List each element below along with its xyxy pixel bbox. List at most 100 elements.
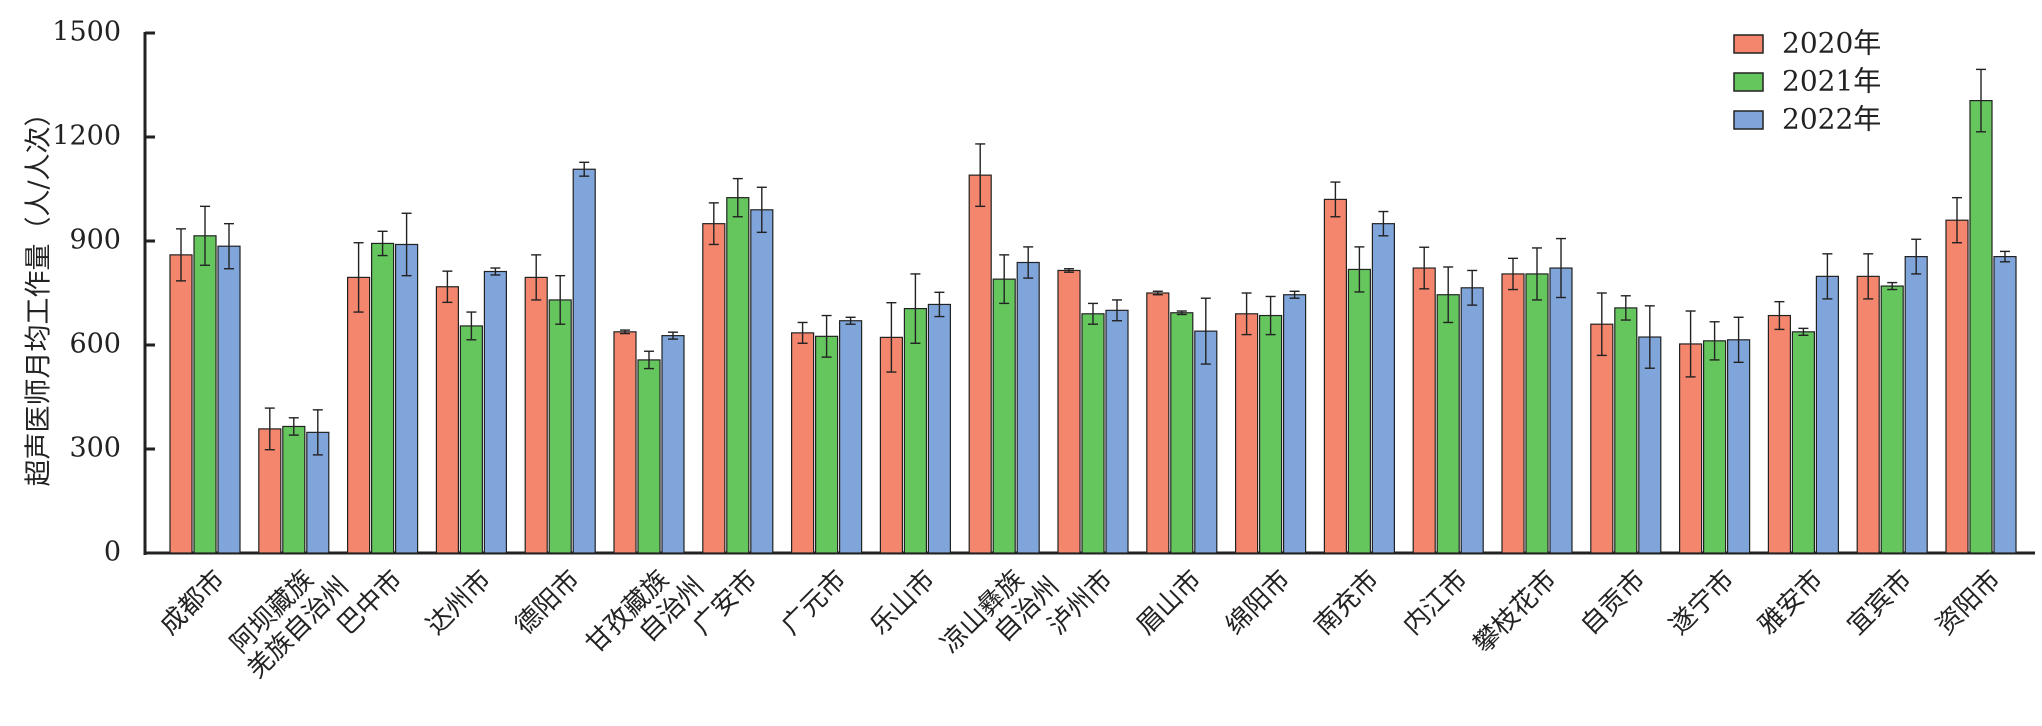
bar-2022年 [1904, 256, 1928, 554]
bar-2021年 [459, 325, 483, 554]
bar-2020年 [968, 174, 992, 554]
x-tick-label-line: 广元市 [776, 565, 852, 641]
x-tick-label-line: 攀枝花市 [1468, 565, 1563, 660]
legend-label: 2020年 [1782, 27, 1881, 60]
bar-2020年 [524, 276, 548, 554]
bar-2020年 [169, 254, 193, 554]
bar-2022年 [217, 245, 241, 554]
bar-2020年 [1856, 275, 1880, 554]
bar-2021年 [903, 308, 928, 554]
x-tick-label: 广元市 [776, 565, 852, 641]
bar-2022年 [1726, 339, 1751, 554]
bar-2021年 [1436, 294, 1460, 554]
bar-2020年 [1323, 198, 1348, 554]
bar-2022年 [1105, 309, 1129, 554]
x-tick-label-line: 达州市 [421, 565, 497, 641]
legend-swatch [1733, 34, 1764, 54]
x-tick-label-line: 眉山市 [1131, 565, 1207, 641]
bar-2020年 [1501, 273, 1525, 554]
bar-2020年 [1590, 323, 1614, 554]
bar-2021年 [1525, 273, 1549, 554]
bar-2021年 [814, 335, 839, 554]
x-tick-label-line: 德阳市 [510, 565, 586, 641]
bar-2021年 [1347, 268, 1372, 554]
bar-2021年 [371, 242, 395, 554]
x-tick-label: 遂宁市 [1664, 565, 1740, 641]
y-tick-label: 300 [69, 433, 121, 464]
bar-2022年 [572, 168, 596, 554]
bar-2021年 [1170, 312, 1194, 554]
x-tick-label-line: 绵阳市 [1220, 565, 1296, 641]
bar-2020年 [435, 286, 459, 554]
x-tick-label: 宜宾市 [1842, 565, 1918, 641]
legend-label: 2021年 [1782, 65, 1881, 98]
x-tick-label: 内江市 [1398, 565, 1474, 641]
bar-2021年 [1880, 285, 1904, 554]
bar-2021年 [1969, 99, 1993, 554]
bar-2022年 [395, 243, 419, 554]
y-axis-title: 超声医师月均工作量（人/人次） [24, 99, 55, 486]
x-tick-label-line: 遂宁市 [1664, 565, 1740, 641]
bar-2021年 [1614, 307, 1638, 554]
x-tick-label-line: 资阳市 [1930, 565, 2006, 641]
bar-2021年 [726, 197, 750, 554]
x-tick-label-line: 南充市 [1309, 565, 1385, 641]
legend-swatch [1733, 72, 1764, 92]
bar-2020年 [613, 331, 637, 554]
bar-2022年 [927, 303, 952, 554]
bar-2020年 [1945, 219, 1969, 554]
bar-2020年 [1767, 314, 1792, 554]
y-tick-label: 600 [69, 329, 121, 360]
x-tick-label: 成都市 [154, 565, 230, 641]
bar-2022年 [1371, 223, 1396, 554]
bar-2020年 [1234, 313, 1259, 554]
bar-2022年 [1993, 256, 2017, 554]
x-tick-label: 雅安市 [1753, 565, 1829, 641]
bar-2022年 [661, 335, 685, 554]
x-tick-label: 自贡市 [1575, 565, 1651, 641]
x-tick-label: 达州市 [421, 565, 497, 641]
x-tick-label: 南充市 [1309, 565, 1385, 641]
bar-2020年 [1412, 267, 1436, 554]
x-tick-label: 绵阳市 [1220, 565, 1296, 641]
legend: 2020年 2021年 2022年 [1733, 27, 1881, 136]
bar-2020年 [790, 332, 815, 554]
y-tick-label: 900 [69, 225, 121, 256]
x-tick-label-line: 自贡市 [1575, 565, 1651, 641]
bar-2020年 [1057, 269, 1081, 554]
x-tick-label-line: 成都市 [154, 565, 230, 641]
bar-2022年 [1549, 267, 1573, 554]
bar-2021年 [282, 425, 306, 554]
bar-2021年 [1258, 314, 1283, 554]
x-tick-label-line: 宜宾市 [1842, 565, 1918, 641]
bar-2022年 [838, 320, 863, 554]
legend-swatch [1733, 110, 1764, 130]
legend-label: 2022年 [1782, 103, 1881, 136]
bar-2022年 [1282, 294, 1307, 554]
bar-2022年 [1815, 275, 1840, 554]
x-tick-label: 德阳市 [510, 565, 586, 641]
bar-2022年 [750, 209, 774, 554]
x-tick-label: 资阳市 [1930, 565, 2006, 641]
bar-2022年 [1460, 287, 1484, 554]
y-tick-label: 1500 [52, 17, 121, 48]
x-tick-label: 乐山市 [865, 565, 941, 641]
bar-2021年 [637, 359, 661, 554]
bar-2022年 [1638, 336, 1662, 554]
bars [169, 68, 2017, 554]
bar-2022年 [483, 270, 507, 554]
x-tick-label-line: 乐山市 [865, 565, 941, 641]
bar-2021年 [548, 299, 572, 554]
x-tick-label-line: 内江市 [1398, 565, 1474, 641]
bar-2021年 [1702, 340, 1727, 554]
bar-2021年 [1081, 313, 1105, 554]
x-tick-label: 眉山市 [1131, 565, 1207, 641]
y-tick-label: 0 [104, 537, 121, 568]
x-tick-label-line: 雅安市 [1753, 565, 1829, 641]
bar-2022年 [1016, 261, 1040, 554]
bar-2020年 [347, 276, 371, 554]
bar-2021年 [1791, 331, 1816, 554]
bar-2020年 [702, 223, 726, 554]
